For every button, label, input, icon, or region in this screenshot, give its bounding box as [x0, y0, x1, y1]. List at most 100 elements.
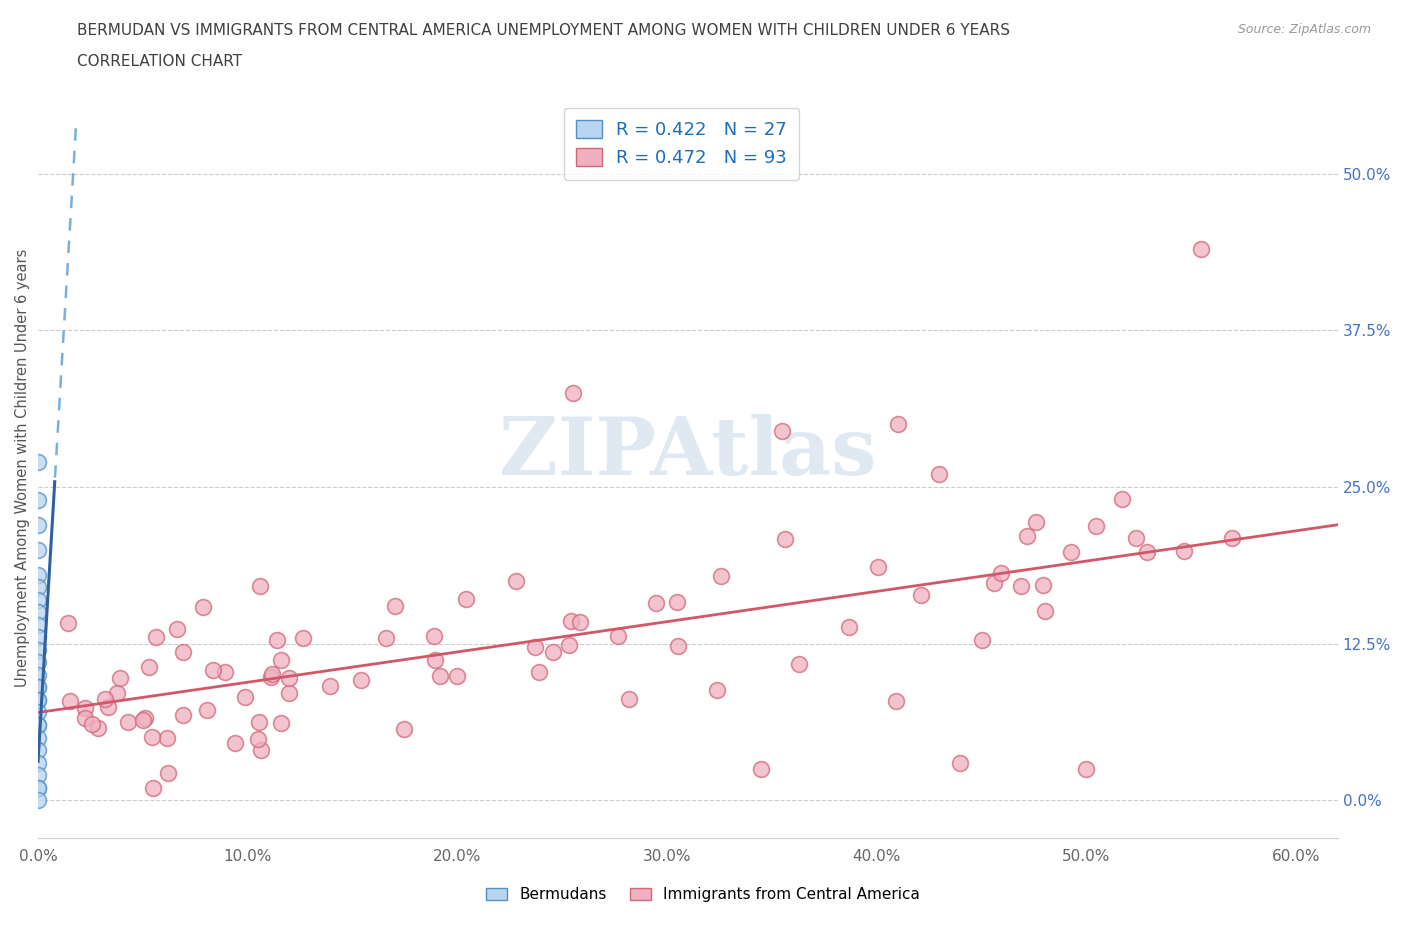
Point: [27, 755, 49, 770]
Point: [617, 692, 640, 707]
Text: Source: ZipAtlas.com: Source: ZipAtlas.com: [1237, 23, 1371, 36]
Point: [260, 667, 283, 682]
Point: [446, 669, 468, 684]
Point: [266, 633, 288, 648]
Point: [454, 591, 477, 606]
Point: [277, 671, 299, 685]
Point: [172, 707, 194, 722]
Point: [27, 579, 49, 594]
Point: [155, 731, 177, 746]
Point: [94, 692, 117, 707]
Point: [249, 742, 271, 757]
Point: [224, 736, 246, 751]
Legend: Bermudans, Immigrants from Central America: Bermudans, Immigrants from Central Ameri…: [479, 882, 927, 909]
Point: [27, 542, 49, 557]
Point: [260, 670, 283, 684]
Point: [541, 644, 564, 659]
Point: [568, 615, 591, 630]
Point: [108, 671, 131, 685]
Point: [1032, 578, 1054, 593]
Point: [1189, 242, 1212, 257]
Text: BERMUDAN VS IMMIGRANTS FROM CENTRAL AMERICA UNEMPLOYMENT AMONG WOMEN WITH CHILDR: BERMUDAN VS IMMIGRANTS FROM CENTRAL AMER…: [77, 23, 1011, 38]
Point: [1076, 762, 1098, 777]
Point: [27, 792, 49, 807]
Y-axis label: Unemployment Among Women with Children Under 6 years: Unemployment Among Women with Children U…: [15, 249, 30, 687]
Point: [172, 644, 194, 659]
Point: [27, 680, 49, 695]
Point: [214, 665, 236, 680]
Point: [201, 662, 224, 677]
Point: [132, 712, 155, 727]
Point: [1220, 531, 1243, 546]
Point: [319, 679, 342, 694]
Point: [27, 680, 49, 695]
Point: [886, 417, 908, 432]
Point: [666, 639, 689, 654]
Point: [1010, 579, 1032, 594]
Point: [27, 618, 49, 632]
Point: [117, 714, 139, 729]
Point: [134, 711, 156, 725]
Point: [770, 423, 793, 438]
Point: [249, 578, 271, 593]
Point: [27, 630, 49, 644]
Point: [1125, 531, 1147, 546]
Point: [58, 616, 80, 631]
Text: ZIPAtlas: ZIPAtlas: [499, 415, 877, 493]
Point: [706, 683, 728, 698]
Point: [278, 685, 301, 700]
Point: [73, 700, 96, 715]
Point: [27, 780, 49, 795]
Point: [429, 668, 451, 683]
Point: [349, 672, 371, 687]
Point: [157, 765, 180, 780]
Point: [928, 467, 950, 482]
Point: [868, 559, 890, 574]
Point: [27, 718, 49, 733]
Point: [27, 668, 49, 683]
Point: [884, 694, 907, 709]
Point: [505, 574, 527, 589]
Point: [607, 629, 630, 644]
Point: [141, 730, 163, 745]
Point: [59, 693, 82, 708]
Point: [529, 665, 551, 680]
Point: [166, 621, 188, 636]
Point: [27, 780, 49, 795]
Point: [949, 755, 972, 770]
Point: [375, 631, 398, 645]
Point: [246, 732, 269, 747]
Legend: R = 0.422   N = 27, R = 0.472   N = 93: R = 0.422 N = 27, R = 0.472 N = 93: [564, 108, 800, 179]
Point: [560, 613, 582, 628]
Point: [384, 599, 406, 614]
Point: [838, 620, 860, 635]
Point: [233, 690, 256, 705]
Point: [27, 592, 49, 607]
Point: [247, 714, 270, 729]
Point: [970, 632, 993, 647]
Point: [1033, 604, 1056, 618]
Point: [392, 722, 415, 737]
Point: [27, 718, 49, 733]
Point: [80, 717, 103, 732]
Point: [983, 576, 1005, 591]
Point: [27, 693, 49, 708]
Point: [1173, 543, 1195, 558]
Point: [27, 604, 49, 619]
Point: [990, 565, 1012, 580]
Point: [142, 780, 165, 795]
Point: [557, 637, 579, 652]
Point: [27, 693, 49, 708]
Point: [27, 705, 49, 720]
Point: [145, 630, 167, 644]
Point: [523, 640, 546, 655]
Point: [787, 657, 810, 671]
Point: [1136, 544, 1159, 559]
Point: [27, 643, 49, 658]
Point: [561, 386, 583, 401]
Point: [73, 711, 96, 725]
Point: [27, 492, 49, 507]
Point: [27, 767, 49, 782]
Point: [1111, 492, 1133, 507]
Text: CORRELATION CHART: CORRELATION CHART: [77, 54, 242, 69]
